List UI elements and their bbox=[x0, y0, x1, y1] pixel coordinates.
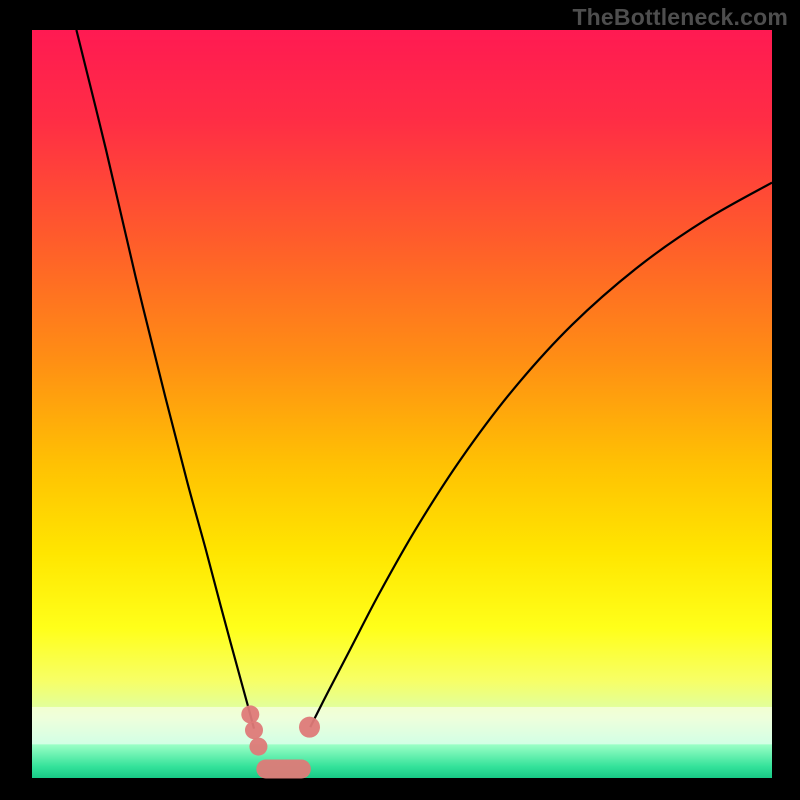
attribution-text: TheBottleneck.com bbox=[572, 4, 788, 31]
plot-background bbox=[32, 30, 772, 778]
bottleneck-chart bbox=[0, 0, 800, 800]
highlight-band bbox=[32, 707, 772, 744]
chart-frame: TheBottleneck.com bbox=[0, 0, 800, 800]
marker-dot bbox=[299, 717, 320, 738]
marker-dot bbox=[241, 705, 259, 723]
marker-dot bbox=[245, 721, 263, 739]
marker-dot bbox=[249, 738, 267, 756]
